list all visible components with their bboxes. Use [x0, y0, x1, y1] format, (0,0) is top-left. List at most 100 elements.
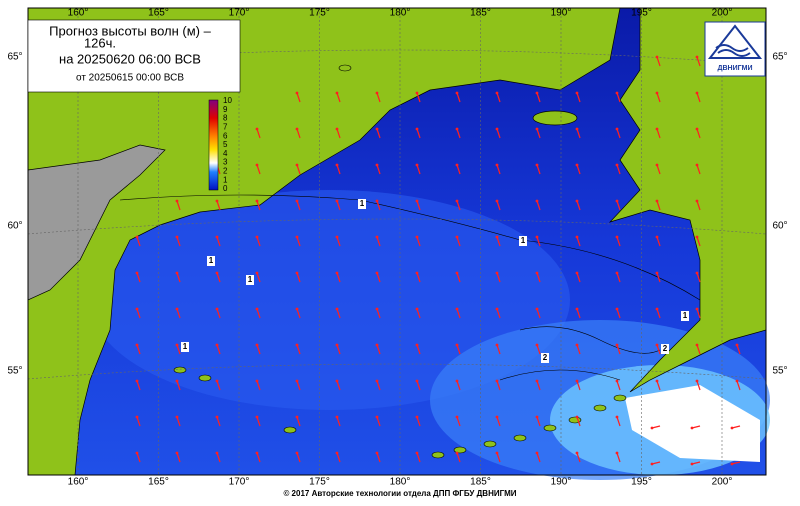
arrow-head: [175, 271, 179, 275]
colorbar-label: 2: [223, 167, 228, 176]
wave-arrow: [696, 200, 701, 211]
arrow-head: [295, 451, 299, 455]
arrow-head: [375, 415, 379, 419]
arrow-head: [575, 163, 579, 167]
arrow-head: [215, 415, 219, 419]
island: [453, 446, 467, 454]
arrow-head: [175, 343, 179, 347]
wave-arrow: [576, 236, 581, 247]
arrow-head: [615, 271, 619, 275]
wave-arrow: [616, 92, 621, 103]
contour-label: 2: [543, 353, 548, 362]
wave-arrow: [176, 200, 181, 211]
latitude-label: 65°: [772, 52, 787, 63]
logo-mark: [707, 24, 763, 59]
arrow-head: [375, 199, 379, 203]
longitude-label: 165°: [148, 8, 169, 19]
arrow-head: [455, 235, 459, 239]
arrow-head: [495, 163, 499, 167]
wave-arrow: [496, 416, 501, 427]
wave-arrow: [656, 200, 661, 211]
wave-arrow: [616, 272, 621, 283]
wave-arrow: [456, 380, 461, 391]
arrow-head: [695, 343, 699, 347]
wave-arrow: [456, 164, 461, 175]
island: [483, 440, 497, 448]
arrow-head: [415, 199, 419, 203]
arrow-head: [655, 55, 659, 59]
arrow-head: [655, 235, 659, 239]
contour-label-bg: [519, 236, 527, 246]
logo-waves: [715, 44, 751, 57]
title-line: на 20250620 06:00 ВСВ: [59, 51, 201, 66]
parallel: [27, 218, 767, 235]
arrow-head: [215, 451, 219, 455]
wave-arrow: [256, 344, 261, 355]
arrow-head: [295, 415, 299, 419]
wave-arrow: [336, 236, 341, 247]
arrow-head: [455, 451, 459, 455]
arrow-head: [375, 379, 379, 383]
longitude-label: 175°: [309, 8, 330, 19]
colorbar-label: 1: [223, 175, 228, 184]
arrow-head: [415, 379, 419, 383]
arrow-head: [295, 271, 299, 275]
wave-arrow: [456, 416, 461, 427]
latitude-label: 60°: [772, 221, 787, 232]
wave-arrow: [496, 272, 501, 283]
arrow-head: [495, 415, 499, 419]
arrow-head: [215, 199, 219, 203]
arrow-head: [255, 415, 259, 419]
arrow-head: [255, 235, 259, 239]
footer: © 2017 Авторские технологии отдела ДПП Ф…: [283, 489, 516, 498]
wave-arrow: [376, 344, 381, 355]
longitude-label: 185°: [470, 8, 491, 19]
arrow-head: [495, 307, 499, 311]
colorbar-label: 7: [223, 123, 228, 132]
contour-label: 1: [209, 256, 214, 265]
arrow-head: [375, 235, 379, 239]
wave-arrow: [616, 308, 621, 319]
wave-arrow: [416, 416, 421, 427]
arrow-head: [495, 271, 499, 275]
wave-arrow: [576, 128, 581, 139]
wave-arrow: [696, 272, 701, 283]
wave-arrow: [656, 92, 661, 103]
arrow-head: [615, 127, 619, 131]
arrow-head: [255, 271, 259, 275]
wave-arrow: [176, 308, 181, 319]
wave-arrow: [696, 56, 701, 67]
wave-arrow: [576, 380, 581, 391]
arrow-head: [295, 235, 299, 239]
wave-arrow: [576, 416, 581, 427]
arrow-head: [535, 415, 539, 419]
wave-arrow: [456, 308, 461, 319]
wave-arrow: [656, 164, 661, 175]
colorbar-label: 9: [223, 105, 228, 114]
high-waves: [625, 385, 760, 462]
arrow-head: [375, 127, 379, 131]
longitude-label: 170°: [229, 8, 250, 19]
arrow-head: [535, 343, 539, 347]
island: [613, 394, 627, 402]
contour-label: 1: [521, 236, 526, 245]
wave-arrow: [696, 236, 701, 247]
arrow-head: [495, 343, 499, 347]
arrow-head: [575, 307, 579, 311]
axis-labels: 160°160°165°165°170°170°175°175°180°180°…: [7, 8, 787, 488]
wave-arrow: [576, 272, 581, 283]
wave-arrow: [576, 344, 581, 355]
title-box: Прогноз высоты волн (м) – 126ч. на 20250…: [27, 19, 241, 93]
arrow-head: [375, 163, 379, 167]
arrow-head: [655, 307, 659, 311]
arrow-head: [135, 235, 139, 239]
longitude-label: 170°: [229, 477, 250, 488]
wave-arrow: [176, 416, 181, 427]
wave-arrow: [416, 344, 421, 355]
wave-arrow: [136, 416, 141, 427]
wave-arrow: [216, 416, 221, 427]
wave-arrow: [576, 308, 581, 319]
wave-arrow: [216, 308, 221, 319]
